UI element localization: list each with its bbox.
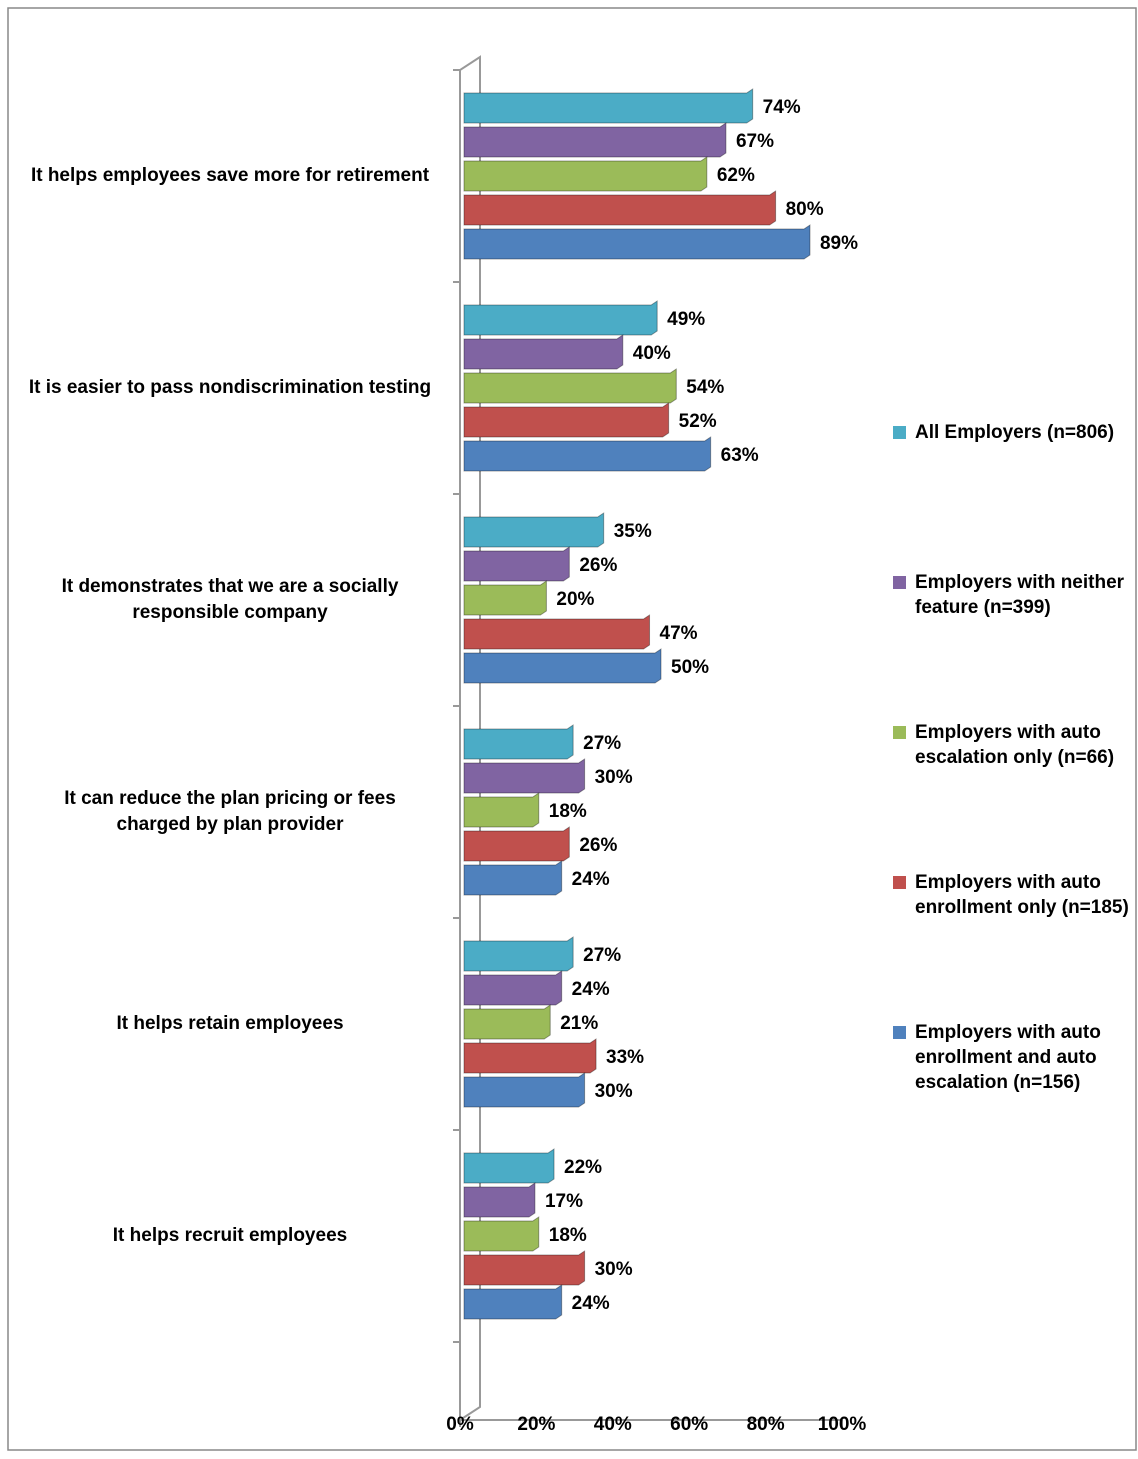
bar	[463, 1148, 555, 1184]
bar	[463, 368, 677, 404]
data-label: 52%	[679, 411, 717, 432]
legend-swatch	[893, 726, 906, 739]
category-label: It helps employees save more for retirem…	[30, 165, 430, 186]
legend-label: Employers with auto enrollment only (n=1…	[915, 872, 1129, 918]
bar	[463, 546, 570, 582]
bar	[463, 724, 574, 760]
data-label: 54%	[686, 377, 724, 398]
bar	[463, 1038, 597, 1074]
data-label: 22%	[564, 1157, 602, 1178]
bar	[463, 88, 754, 124]
bar	[463, 1284, 563, 1320]
category-label: It helps recruit employees	[112, 1225, 348, 1246]
category-label: It helps retain employees	[116, 1013, 344, 1034]
bar	[463, 970, 563, 1006]
data-label: 80%	[786, 199, 824, 220]
legend-swatch	[893, 1026, 906, 1039]
bar	[463, 122, 727, 158]
bar	[463, 1250, 586, 1286]
bar	[463, 758, 586, 794]
x-tick-label: 80%	[747, 1414, 785, 1435]
data-label: 49%	[667, 309, 705, 330]
category-label: It can reduce the plan pricing or fees c…	[64, 788, 396, 835]
x-tick-label: 20%	[517, 1414, 555, 1435]
data-label: 20%	[556, 589, 594, 610]
bar	[463, 156, 708, 192]
bar	[463, 1004, 551, 1040]
bar	[463, 826, 570, 862]
data-label: 74%	[763, 97, 801, 118]
bar	[463, 190, 777, 226]
data-label: 27%	[583, 733, 621, 754]
data-label: 35%	[614, 521, 652, 542]
bar	[463, 648, 662, 684]
bar	[463, 1072, 586, 1108]
data-label: 26%	[579, 835, 617, 856]
data-label: 17%	[545, 1191, 583, 1212]
x-tick-label: 0%	[446, 1414, 474, 1435]
legend-swatch	[893, 576, 906, 589]
data-label: 62%	[717, 165, 755, 186]
x-tick-label: 100%	[818, 1414, 867, 1435]
data-label: 50%	[671, 657, 709, 678]
data-label: 89%	[820, 233, 858, 254]
bar	[463, 580, 547, 616]
data-label: 18%	[549, 801, 587, 822]
bar	[463, 1182, 536, 1218]
category-label: It demonstrates that we are a socially r…	[61, 576, 399, 623]
bar	[463, 936, 574, 972]
bar	[463, 334, 624, 370]
bar	[463, 402, 670, 438]
data-label: 24%	[572, 979, 610, 1000]
bar	[463, 512, 605, 548]
wall	[459, 55, 481, 1421]
data-label: 63%	[721, 445, 759, 466]
data-label: 33%	[606, 1047, 644, 1068]
bar	[463, 224, 811, 260]
data-label: 24%	[572, 1293, 610, 1314]
category-label: It is easier to pass nondiscrimination t…	[28, 377, 432, 398]
data-label: 21%	[560, 1013, 598, 1034]
bar	[463, 300, 658, 336]
data-label: 67%	[736, 131, 774, 152]
data-label: 27%	[583, 945, 621, 966]
legend-swatch	[893, 876, 906, 889]
data-label: 18%	[549, 1225, 587, 1246]
data-label: 30%	[595, 1259, 633, 1280]
bar	[463, 614, 651, 650]
x-tick-label: 60%	[670, 1414, 708, 1435]
data-label: 40%	[633, 343, 671, 364]
legend-label: Employers with neither feature (n=399)	[915, 572, 1125, 618]
bar	[463, 860, 563, 896]
bar	[463, 1216, 540, 1252]
data-label: 26%	[579, 555, 617, 576]
frame	[7, 7, 1137, 1451]
legend-swatch	[893, 426, 906, 439]
data-label: 30%	[595, 767, 633, 788]
legend-label: All Employers (n=806)	[915, 422, 1115, 443]
bar	[463, 436, 712, 472]
bar	[463, 792, 540, 828]
legend-label: Employers with auto enrollment and auto …	[915, 1022, 1101, 1093]
data-label: 24%	[572, 869, 610, 890]
legend-label: Employers with auto escalation only (n=6…	[915, 722, 1115, 768]
x-tick-label: 40%	[594, 1414, 632, 1435]
data-label: 30%	[595, 1081, 633, 1102]
data-label: 47%	[660, 623, 698, 644]
